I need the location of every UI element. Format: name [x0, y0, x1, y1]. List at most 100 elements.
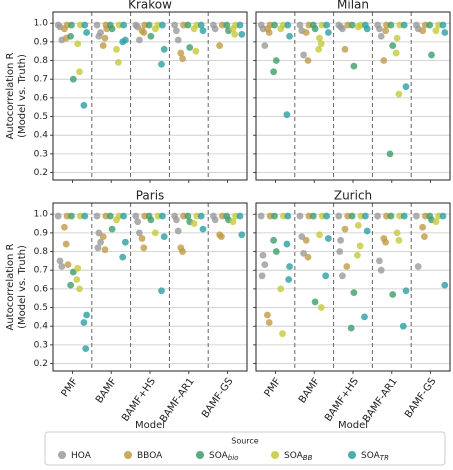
point [158, 287, 165, 295]
point [257, 212, 265, 220]
point [160, 45, 168, 53]
point [67, 32, 74, 40]
point [174, 227, 182, 235]
x-tick-label: BAMF-GS [200, 376, 235, 420]
point [341, 225, 349, 233]
point [421, 233, 428, 241]
legend-name: SOA [284, 451, 304, 461]
point [428, 51, 435, 59]
point [311, 298, 319, 306]
point [173, 27, 180, 35]
point [83, 311, 90, 319]
point [304, 253, 312, 261]
point [119, 253, 127, 261]
point [316, 34, 323, 42]
point [173, 216, 180, 224]
point [315, 45, 322, 53]
point [80, 101, 88, 109]
point [439, 21, 447, 29]
x-axis-label: Model [338, 420, 368, 431]
point [113, 45, 120, 53]
legend-marker [58, 451, 66, 459]
y-tick-label: 1.0 [34, 210, 49, 220]
point [361, 313, 368, 321]
legend-label: HOA [71, 451, 92, 461]
point [296, 21, 304, 29]
point [177, 49, 185, 57]
legend-marker [196, 451, 204, 459]
legend-name: BBOA [137, 451, 163, 461]
y-tick-label: 0.7 [34, 266, 48, 276]
legend-sub: bio [228, 454, 239, 462]
point [335, 212, 343, 220]
point [82, 345, 90, 352]
point [363, 227, 371, 235]
point [99, 233, 107, 241]
point [271, 212, 278, 220]
point [113, 216, 120, 224]
point [93, 21, 101, 29]
y-tick-label: 0.9 [34, 228, 49, 238]
point [270, 68, 277, 76]
plot-frame [255, 202, 451, 372]
point [362, 212, 369, 220]
point [97, 238, 104, 246]
y-axis-label: Autocorrelation R [5, 52, 16, 139]
x-tick-label: BAMF-AR1 [361, 376, 400, 425]
point [272, 248, 280, 255]
point [74, 264, 82, 272]
point [284, 212, 292, 220]
legend-marker [124, 451, 132, 459]
point [400, 212, 408, 220]
point [402, 287, 410, 295]
point [419, 27, 426, 35]
point [179, 55, 187, 63]
point [108, 225, 116, 233]
point [120, 21, 127, 29]
point [97, 29, 104, 36]
point [160, 233, 168, 241]
point [432, 27, 440, 35]
point [108, 25, 116, 33]
point [101, 34, 109, 42]
x-tick-label: PMF [60, 376, 81, 399]
y-tick-label: 0.2 [34, 168, 48, 178]
point [64, 261, 72, 268]
point [81, 212, 89, 220]
point [363, 25, 371, 33]
point [284, 21, 292, 29]
point [270, 236, 277, 244]
point [264, 311, 271, 319]
legend-name: SOA [209, 451, 229, 461]
point [356, 242, 364, 250]
point [136, 36, 143, 44]
point [140, 29, 148, 36]
point [147, 216, 155, 224]
point [386, 150, 394, 158]
point [376, 257, 383, 265]
point [238, 31, 246, 38]
point [296, 212, 304, 220]
point [337, 236, 344, 244]
point [101, 246, 109, 254]
point [197, 21, 205, 29]
point [184, 212, 192, 220]
point [80, 319, 88, 326]
point [286, 32, 293, 40]
point [283, 240, 291, 248]
point [343, 263, 351, 270]
plot-frame [52, 202, 248, 372]
point [374, 212, 381, 220]
legend-box [44, 431, 446, 466]
point [271, 21, 278, 29]
y-tick-label: 0.7 [34, 75, 48, 85]
point [265, 29, 273, 36]
point [184, 21, 192, 29]
point [336, 248, 344, 255]
point [231, 31, 239, 38]
point [211, 25, 219, 33]
point [68, 212, 75, 220]
panel-title: Milan [337, 0, 369, 12]
x-tick-label: BAMF+HS [323, 376, 361, 424]
